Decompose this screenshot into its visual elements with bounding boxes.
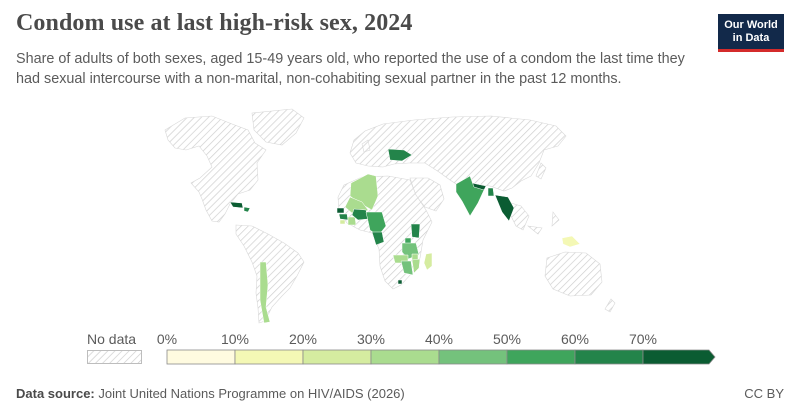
legend-tick-label: 30% [356, 331, 386, 347]
land-new-zealand [604, 298, 616, 313]
legend-tick-label: 60% [560, 331, 590, 347]
region-myanmar [494, 194, 515, 222]
owid-logo[interactable]: Our World in Data [718, 14, 784, 52]
data-source: Data source: Joint United Nations Progra… [16, 386, 405, 401]
countries-with-data [229, 148, 581, 324]
region-cote-divoire [347, 216, 357, 226]
logo-line-2: in Data [732, 31, 770, 44]
land-europe-asia [349, 115, 567, 192]
land-southeast-asia [510, 202, 560, 235]
license[interactable]: CC BY [744, 386, 784, 401]
land-north-america [164, 115, 267, 223]
region-chile [259, 261, 271, 324]
region-haiti [243, 206, 251, 213]
legend-tick-label: 70% [628, 331, 658, 347]
legend-no-data-swatch [87, 350, 142, 364]
legend-tick-label: 20% [288, 331, 318, 347]
data-source-text[interactable]: Joint United Nations Programme on HIV/AI… [98, 386, 405, 401]
region-eswatini [397, 279, 403, 285]
data-source-label: Data source: [16, 386, 95, 401]
region-mozambique [411, 258, 421, 274]
region-india [455, 175, 485, 217]
no-data-landmasses [164, 108, 616, 324]
region-bangladesh [487, 187, 495, 197]
chart-subtitle: Share of adults of both sexes, aged 15-4… [16, 51, 685, 87]
land-japan [535, 162, 547, 180]
land-uk [361, 139, 371, 153]
land-australia [544, 251, 603, 297]
region-senegal [336, 207, 345, 214]
region-cameroon [365, 211, 387, 237]
legend-tick-label: 0% [156, 331, 178, 347]
region-zimbabwe [400, 260, 414, 276]
logo-line-1: Our World [724, 19, 778, 31]
region-sierra-leone [339, 219, 346, 225]
region-ukraine [387, 148, 413, 162]
legend-tick-label: 10% [220, 331, 250, 347]
chart-title: Condom use at last high-risk sex, 2024 [16, 10, 413, 36]
land-greenland [251, 108, 305, 146]
region-papua-new-guinea [561, 235, 581, 248]
region-madagascar [423, 252, 433, 271]
legend-tick-label: 50% [492, 331, 522, 347]
region-cuba [229, 201, 244, 209]
legend-tick-label: 40% [424, 331, 454, 347]
region-congo [371, 231, 385, 246]
land-south-america [235, 224, 305, 324]
region-ethiopia [410, 223, 421, 239]
legend-no-data-label: No data [87, 331, 137, 347]
region-nigeria [351, 208, 369, 221]
region-guinea [338, 213, 349, 221]
